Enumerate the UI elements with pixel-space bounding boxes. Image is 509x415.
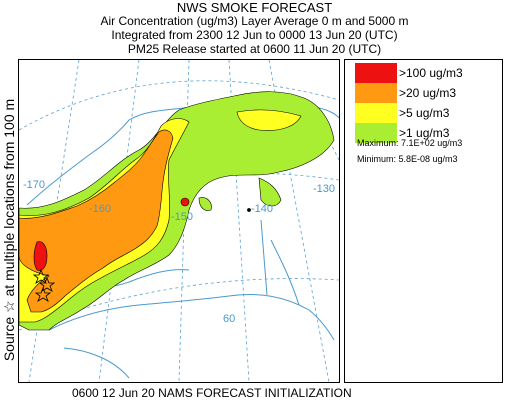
lon-label-160: -160 xyxy=(89,203,111,215)
legend-label: >5 ug/m3 xyxy=(399,106,450,120)
gulf-coast xyxy=(48,294,335,341)
source-marker xyxy=(38,276,56,292)
latitude-line xyxy=(19,80,339,131)
river xyxy=(270,239,300,306)
release-info: PM25 Release started at 0600 11 Jun 20 (… xyxy=(127,42,382,56)
legend-label: >1 ug/m3 xyxy=(399,126,450,140)
source-marker xyxy=(32,268,50,284)
fire-sources xyxy=(32,208,251,302)
source-label: Source ☆ at multiple locations from 100 … xyxy=(1,98,17,362)
footer-text: 0600 12 Jun 20 NAMS FORECAST INITIALIZAT… xyxy=(72,386,352,400)
lat-label-60: 60 xyxy=(223,313,235,325)
legend-label: >100 ug/m3 xyxy=(399,66,463,80)
source-marker xyxy=(34,286,52,302)
legend-item-100: >100 ug/m3 xyxy=(355,63,495,83)
lon-label-140: -140 xyxy=(251,203,273,215)
smoke-level-20 xyxy=(19,129,174,313)
legend-item-5: >5 ug/m3 xyxy=(355,103,495,123)
legend-swatch-yellow xyxy=(355,103,397,123)
smoke-level-100-spot xyxy=(180,197,190,207)
peninsula-coast xyxy=(63,347,130,379)
smoke-plume xyxy=(19,91,335,331)
legend-swatch-red xyxy=(355,63,397,83)
smoke-level-1-patch xyxy=(258,177,282,207)
smoke-map: -170 -160 -150 -140 -130 60 xyxy=(19,60,339,382)
map-panel: -170 -160 -150 -140 -130 60 xyxy=(18,59,340,383)
legend-swatch-orange xyxy=(355,83,397,103)
lon-label-150: -150 xyxy=(171,211,193,223)
maximum-value: Maximum: 7.1E+02 ug/m3 xyxy=(357,138,463,148)
legend-panel: >100 ug/m3 >20 ug/m3 >5 ug/m3 >1 ug/m3 M… xyxy=(344,59,503,383)
lon-label-170: -170 xyxy=(23,179,45,191)
smoke-level-5-patch xyxy=(236,109,302,131)
border-line xyxy=(260,219,268,296)
legend-label: >20 ug/m3 xyxy=(399,86,457,100)
legend-item-20: >20 ug/m3 xyxy=(355,83,495,103)
legend-swatch-green xyxy=(355,123,397,143)
integration-period: Integrated from 2300 12 Jun to 0000 13 J… xyxy=(111,28,398,42)
legend-item-1: >1 ug/m3 xyxy=(355,123,495,143)
concentration-subtitle: Air Concentration (ug/m3) Layer Average … xyxy=(100,14,409,28)
lon-label-130: -130 xyxy=(313,183,335,195)
smoke-level-100 xyxy=(33,241,48,271)
source-marker xyxy=(247,208,251,212)
smoke-level-1-patch xyxy=(198,197,212,211)
minimum-value: Minimum: 5.8E-08 ug/m3 xyxy=(357,154,458,164)
map-title: NWS SMOKE FORECAST xyxy=(176,0,333,15)
